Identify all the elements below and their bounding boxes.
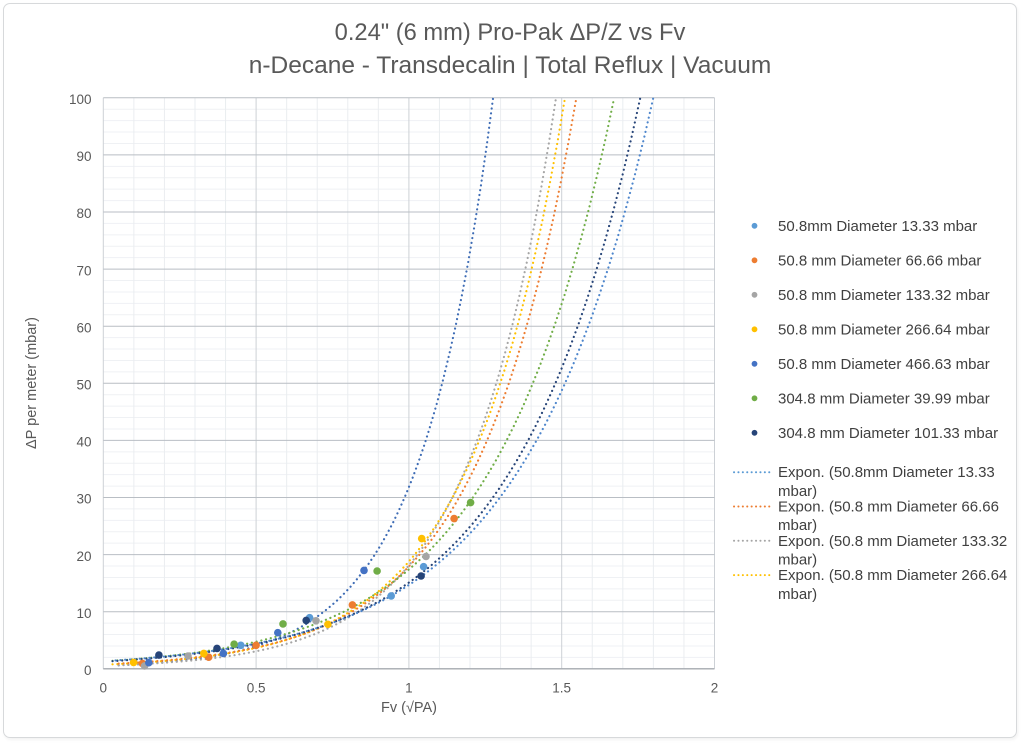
svg-text:304.8 mm Diameter 39.99 mbar: 304.8 mm Diameter 39.99 mbar	[778, 390, 990, 407]
svg-text:mbar): mbar)	[778, 517, 817, 534]
svg-text:2: 2	[711, 681, 719, 696]
svg-text:0.24" (6 mm) Pro-Pak ΔP/Z vs F: 0.24" (6 mm) Pro-Pak ΔP/Z vs Fv	[335, 20, 686, 46]
svg-text:40: 40	[76, 435, 91, 450]
svg-text:Fv (√PA): Fv (√PA)	[381, 700, 437, 716]
svg-text:10: 10	[76, 606, 91, 621]
svg-text:0: 0	[84, 663, 92, 678]
svg-text:50.8 mm Diameter 133.32 mbar: 50.8 mm Diameter 133.32 mbar	[778, 287, 990, 304]
svg-text:70: 70	[76, 263, 91, 278]
svg-text:30: 30	[76, 492, 91, 507]
svg-text:Expon. (50.8 mm Diameter 133.3: Expon. (50.8 mm Diameter 133.32	[778, 533, 1007, 550]
svg-text:1: 1	[405, 681, 413, 696]
svg-text:0: 0	[100, 681, 108, 696]
svg-text:50.8mm Diameter 13.33 mbar: 50.8mm Diameter 13.33 mbar	[778, 218, 977, 235]
svg-text:20: 20	[76, 549, 91, 564]
svg-text:1.5: 1.5	[552, 681, 571, 696]
svg-text:Expon. (50.8mm Diameter 13.33: Expon. (50.8mm Diameter 13.33	[778, 464, 995, 481]
svg-text:Expon. (50.8 mm Diameter 266.6: Expon. (50.8 mm Diameter 266.64	[778, 567, 1007, 584]
svg-text:90: 90	[76, 149, 91, 164]
svg-text:100: 100	[69, 92, 92, 107]
svg-text:304.8 mm Diameter 101.33 mbar: 304.8 mm Diameter 101.33 mbar	[778, 425, 998, 442]
svg-text:0.5: 0.5	[247, 681, 266, 696]
svg-text:60: 60	[76, 320, 91, 335]
svg-text:ΔP per meter (mbar): ΔP per meter (mbar)	[24, 317, 40, 449]
svg-text:50.8 mm Diameter 66.66 mbar: 50.8 mm Diameter 66.66 mbar	[778, 252, 981, 269]
svg-text:50.8 mm Diameter 266.64 mbar: 50.8 mm Diameter 266.64 mbar	[778, 321, 990, 338]
svg-text:Expon. (50.8 mm Diameter 66.66: Expon. (50.8 mm Diameter 66.66	[778, 499, 999, 516]
svg-text:mbar): mbar)	[778, 552, 817, 569]
svg-text:50: 50	[76, 378, 91, 393]
svg-text:n-Decane - Transdecalin | Tota: n-Decane - Transdecalin | Total Reflux |…	[249, 52, 772, 79]
svg-text:mbar): mbar)	[778, 483, 817, 500]
svg-text:mbar): mbar)	[778, 586, 817, 603]
svg-text:50.8 mm Diameter 466.63 mbar: 50.8 mm Diameter 466.63 mbar	[778, 356, 990, 373]
svg-text:80: 80	[76, 206, 91, 221]
